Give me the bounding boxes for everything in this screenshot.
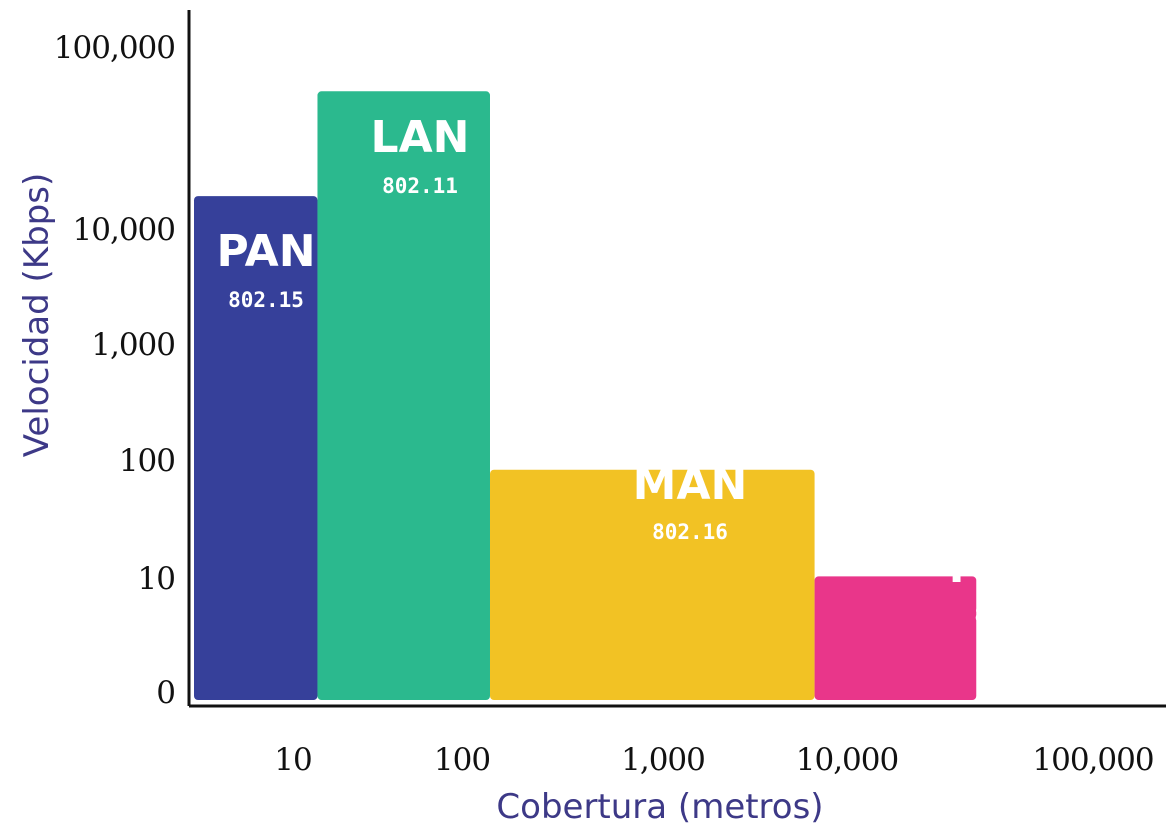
blocks-layer: PAN 802.15 LAN 802.11 MAN 802.16 MAN 802.7: [194, 91, 1064, 701]
y-tick-label: 10,000: [73, 212, 175, 248]
block-man-7-standard: 802.7: [974, 603, 1037, 627]
block-man-16-bar: [489, 469, 815, 700]
block-lan-standard: 802.11: [382, 174, 458, 198]
block-man-7: [814, 576, 977, 700]
x-tick-label: 100,000: [1032, 742, 1153, 778]
block-man-16: [489, 469, 815, 700]
block-man-16-standard: 802.16: [652, 520, 728, 544]
x-tick-label: 10,000: [796, 742, 898, 778]
block-lan: [317, 91, 490, 700]
y-tick-label: 0: [156, 675, 175, 711]
y-tick-label: 100: [119, 443, 175, 479]
block-man-16-name: MAN: [633, 459, 748, 510]
y-tick-label: 1,000: [91, 327, 175, 363]
block-lan-name: LAN: [371, 112, 470, 163]
x-axis-title: Cobertura (metros): [496, 787, 823, 827]
block-man-7-bar: [814, 576, 977, 700]
block-pan-name: PAN: [216, 226, 315, 277]
x-tick-label: 100: [434, 742, 490, 778]
axes-layer: [187, 10, 1166, 708]
ticks-layer: 10 100 1,000 10,000 100,000 0 10 100 1,000 10,000…: [54, 30, 1155, 778]
y-tick-label: 10: [138, 561, 175, 597]
block-man-7-name: MAN: [949, 542, 1064, 593]
block-pan-standard: 802.15: [228, 288, 304, 312]
block-pan: [194, 196, 318, 701]
y-axis-title: Velocidad (Kbps): [17, 173, 57, 457]
block-pan-bar: [194, 196, 318, 701]
y-tick-label: 100,000: [54, 30, 175, 66]
x-tick-label: 10: [274, 742, 311, 778]
x-tick-label: 1,000: [621, 742, 705, 778]
block-lan-bar: [317, 91, 490, 700]
